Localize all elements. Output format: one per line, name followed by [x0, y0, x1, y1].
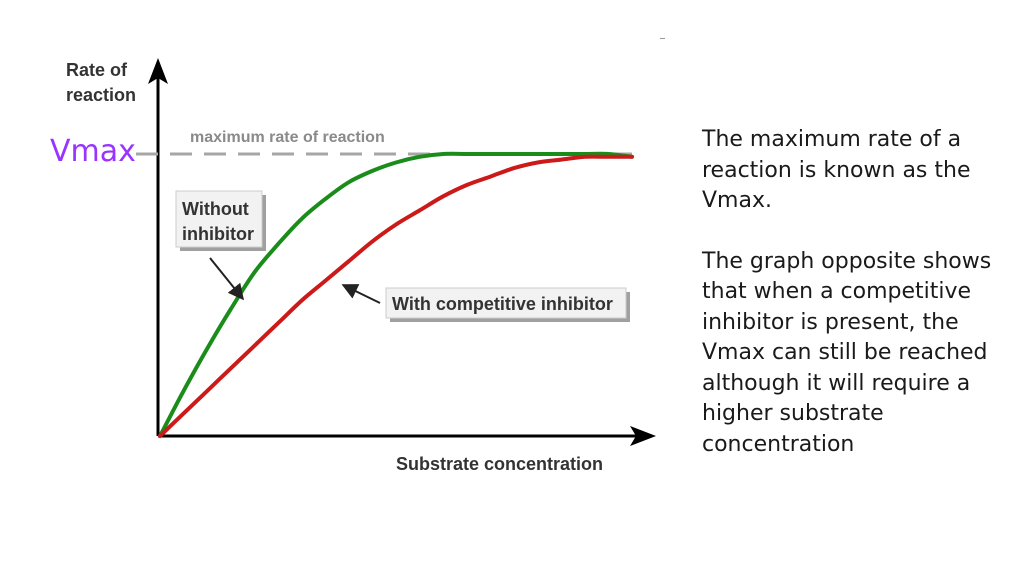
legend-label-without-inhibitor-line-1: Without — [182, 199, 249, 219]
series-line-with-competitive-inhibitor — [158, 154, 634, 438]
y-axis-arrow-icon — [148, 58, 168, 84]
y-axis-title-line-2: reaction — [66, 85, 136, 105]
legend-label-with-competitive-inhibitor-text: With competitive inhibitor — [392, 294, 613, 314]
y-axis-title-line-1: Rate of — [66, 60, 128, 80]
stray-dash-mark — [660, 38, 665, 39]
max-rate-label: maximum rate of reaction — [190, 129, 385, 146]
legend-label-without-inhibitor-line-2: inhibitor — [182, 224, 254, 244]
legend-label-with-competitive-inhibitor: With competitive inhibitor — [385, 287, 630, 322]
explanation-paragraph-1: The maximum rate of a reaction is known … — [702, 127, 971, 213]
legend-label-without-inhibitor: Without inhibitor — [175, 190, 266, 251]
vmax-label: Vmax — [50, 134, 136, 169]
pointer-arrow-with-competitive-inhibitor — [341, 284, 381, 304]
explanation-paragraph-2: The graph opposite shows that when a com… — [702, 248, 992, 457]
pointer-arrow-without-inhibitor — [209, 257, 245, 301]
rate-vs-substrate-chart: Rate of reaction Substrate concentration… — [50, 58, 656, 474]
x-axis-arrow-icon — [630, 426, 656, 446]
explanation-text: The maximum rate of a reaction is known … — [702, 125, 1012, 460]
x-axis-title: Substrate concentration — [396, 454, 603, 474]
